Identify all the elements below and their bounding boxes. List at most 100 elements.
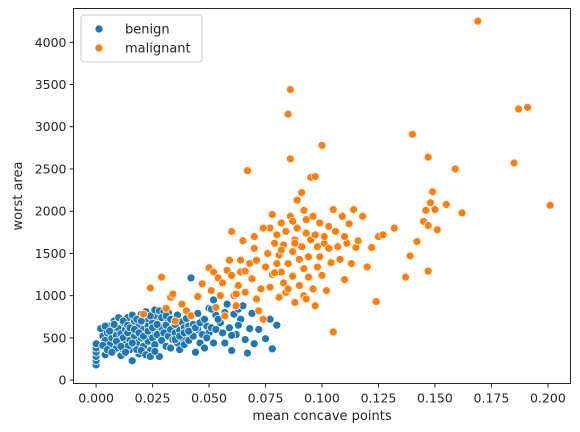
data-point-malignant — [270, 268, 279, 278]
data-point-benign — [272, 320, 282, 330]
x-tick-label: 0.025 — [135, 391, 171, 406]
data-point-malignant — [234, 281, 243, 290]
data-point-malignant — [371, 297, 381, 306]
data-point-malignant — [358, 211, 368, 221]
data-point-malignant — [322, 286, 331, 295]
data-point-malignant — [292, 195, 302, 205]
data-point-malignant — [225, 255, 234, 265]
data-point-benign — [107, 347, 117, 357]
data-point-malignant — [231, 301, 241, 311]
x-tick-label: 0.200 — [530, 391, 566, 406]
data-point-benign — [184, 326, 194, 336]
y-tick-label: 1000 — [35, 288, 67, 303]
data-point-benign — [240, 335, 250, 344]
data-point-malignant — [333, 242, 343, 252]
data-point-malignant — [290, 238, 300, 248]
data-point-benign — [105, 326, 115, 336]
data-point-benign — [220, 338, 230, 348]
data-point-benign — [227, 330, 237, 340]
data-point-benign — [222, 299, 232, 309]
data-point-malignant — [295, 254, 304, 264]
data-point-malignant — [177, 299, 187, 309]
y-tick-label: 2500 — [35, 161, 67, 176]
data-point-malignant — [514, 104, 523, 114]
x-tick-label: 0.150 — [417, 391, 453, 406]
data-point-malignant — [256, 284, 266, 294]
data-point-malignant — [509, 158, 519, 168]
data-point-malignant — [324, 243, 334, 253]
data-point-benign — [249, 339, 259, 349]
data-point-malignant — [265, 282, 275, 292]
data-point-malignant — [283, 259, 293, 268]
data-point-malignant — [231, 289, 241, 299]
data-point-malignant — [272, 259, 282, 268]
data-point-malignant — [423, 266, 433, 276]
data-point-malignant — [288, 247, 298, 257]
data-point-malignant — [215, 291, 225, 301]
data-point-malignant — [252, 294, 261, 304]
x-tick-label: 0.100 — [304, 391, 340, 406]
data-point-benign — [254, 325, 264, 334]
data-point-malignant — [317, 271, 327, 280]
data-point-malignant — [450, 164, 460, 174]
data-point-benign — [245, 324, 255, 333]
data-point-malignant — [274, 292, 284, 302]
x-axis-label: mean concave points — [252, 409, 391, 424]
data-point-malignant — [240, 266, 250, 276]
data-point-malignant — [335, 254, 345, 264]
legend-box — [80, 14, 203, 63]
data-point-malignant — [441, 200, 451, 209]
data-point-malignant — [263, 249, 273, 258]
data-point-benign — [227, 346, 237, 355]
data-point-malignant — [272, 230, 282, 240]
data-point-malignant — [326, 258, 336, 268]
data-point-malignant — [378, 230, 388, 240]
data-point-malignant — [423, 152, 433, 162]
x-axis-ticks: 0.000 0.025 0.050 0.075 0.100 0.125 0.150 0.175… — [78, 383, 566, 406]
data-point-malignant — [423, 221, 433, 230]
data-point-benign — [234, 320, 243, 330]
data-point-malignant — [428, 187, 438, 197]
data-point-malignant — [227, 271, 237, 280]
data-point-malignant — [170, 316, 180, 326]
data-point-malignant — [310, 230, 320, 240]
data-point-benign — [121, 347, 130, 357]
data-point-malignant — [430, 205, 440, 214]
data-point-malignant — [432, 225, 442, 235]
data-point-malignant — [317, 140, 327, 150]
data-point-malignant — [186, 311, 196, 321]
legend-label-malignant: malignant — [125, 42, 191, 57]
data-point-malignant — [421, 205, 431, 215]
y-tick-label: 0 — [59, 373, 67, 388]
data-point-malignant — [310, 172, 320, 181]
data-point-malignant — [249, 232, 259, 241]
data-point-malignant — [405, 251, 415, 261]
data-point-malignant — [304, 252, 313, 262]
data-point-benign — [166, 343, 176, 353]
data-point-malignant — [168, 289, 178, 299]
data-point-malignant — [308, 284, 318, 294]
data-point-malignant — [362, 262, 372, 272]
x-tick-label: 0.175 — [474, 391, 510, 406]
data-point-malignant — [157, 272, 166, 282]
data-point-malignant — [328, 205, 338, 214]
y-tick-label: 1500 — [35, 246, 67, 261]
data-point-benign — [200, 343, 209, 353]
data-point-benign — [152, 320, 162, 329]
data-point-malignant — [301, 228, 311, 238]
data-point-malignant — [218, 278, 227, 288]
data-point-malignant — [340, 232, 349, 241]
data-point-malignant — [346, 259, 356, 268]
data-point-malignant — [288, 271, 298, 281]
data-point-malignant — [139, 309, 148, 319]
data-points — [91, 16, 555, 370]
data-point-malignant — [193, 292, 203, 301]
data-point-malignant — [243, 166, 252, 176]
data-point-malignant — [353, 236, 363, 246]
data-point-malignant — [299, 264, 309, 274]
data-point-malignant — [324, 222, 334, 231]
data-point-malignant — [367, 243, 377, 252]
data-point-malignant — [283, 284, 293, 294]
data-point-benign — [127, 338, 137, 348]
data-point-benign — [116, 341, 126, 351]
